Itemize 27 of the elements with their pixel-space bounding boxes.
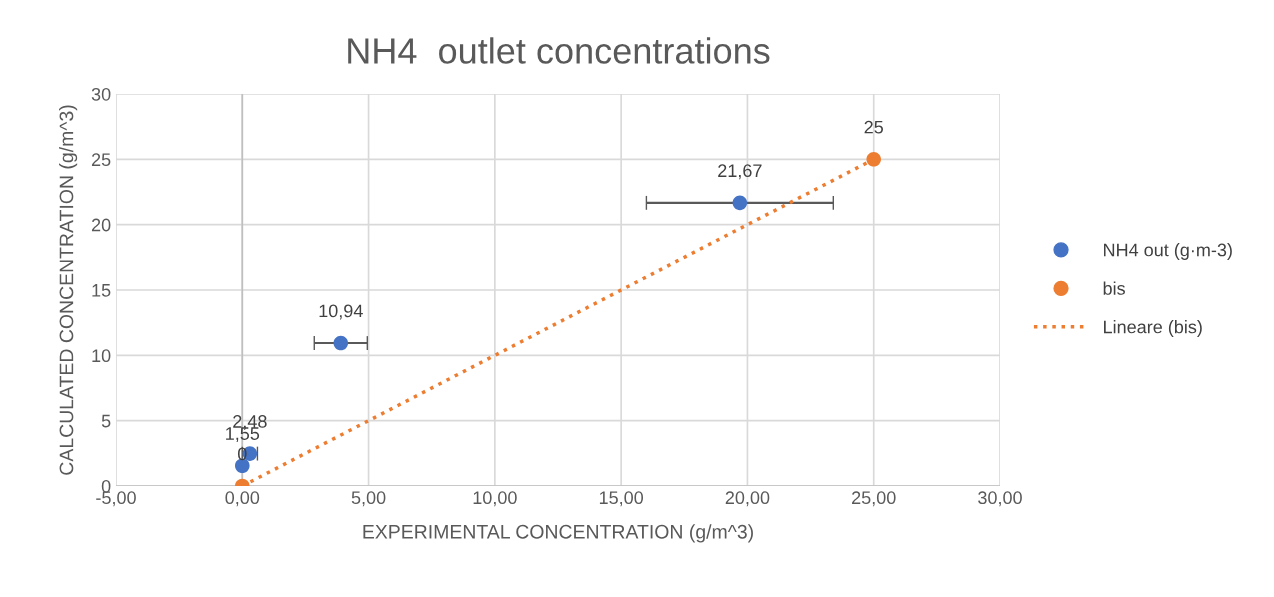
y-tick-label: 0: [101, 479, 111, 493]
y-axis-title: CALCULATED CONCENTRATION (g/m^3): [59, 105, 78, 475]
point: [333, 335, 349, 351]
x-axis-title: EXPERIMENTAL CONCENTRATION (g/m^3): [363, 524, 753, 543]
x-tick-label: 0,00: [225, 491, 260, 507]
legend-label: NH4 out (g·m-3): [1104, 243, 1232, 260]
y-tick-label: 15: [92, 284, 111, 297]
data-label: 21,67: [718, 164, 762, 180]
y-tick-label: 20: [91, 218, 111, 232]
point: [732, 195, 748, 211]
legend-label: bis: [1103, 281, 1125, 295]
point: [866, 152, 881, 167]
chart-title: NH4 outlet concentrations: [348, 37, 770, 64]
data-label: 10,94: [319, 304, 363, 320]
legend-label: Lineare (bis): [1104, 320, 1202, 337]
x-tick-label: 10,00: [473, 491, 517, 507]
y-tick-label: 5: [101, 414, 111, 428]
x-tick-label: 30,00: [978, 491, 1022, 507]
x-tick-label: 15,00: [599, 491, 644, 507]
x-tick-label: 5,00: [351, 491, 386, 507]
y-tick-label: 30: [91, 87, 111, 101]
y-tick-label: 10: [92, 349, 111, 363]
x-tick-label: -5,00: [96, 491, 136, 507]
x-tick-label: 20,00: [725, 491, 770, 507]
data-label: 25: [864, 120, 883, 134]
y-tick-label: 25: [91, 153, 111, 167]
x-tick-label: 25,00: [852, 491, 896, 507]
